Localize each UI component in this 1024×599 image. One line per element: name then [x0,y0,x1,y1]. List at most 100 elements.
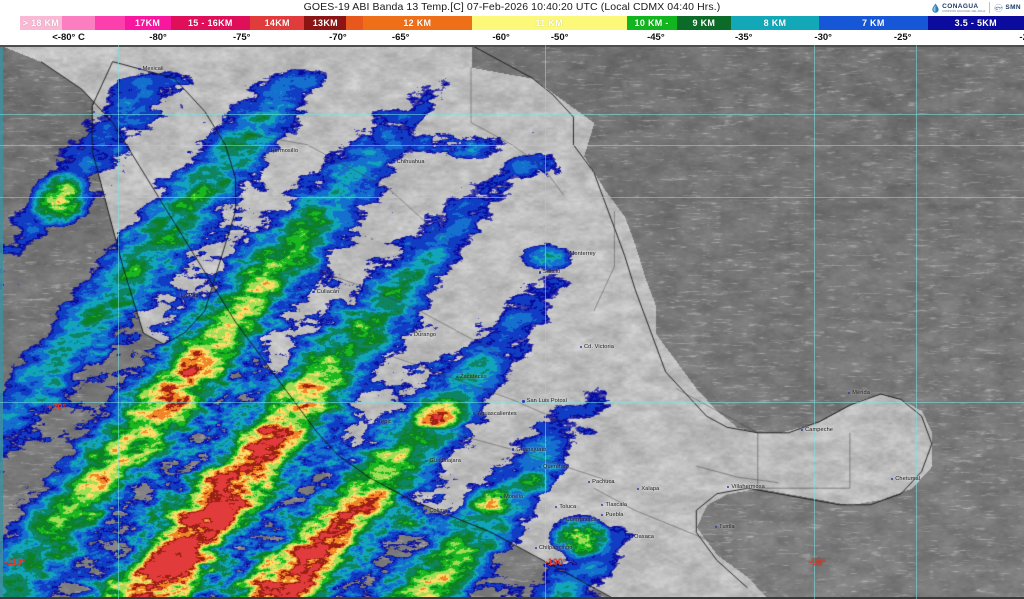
city-label-xalapa: Xalapa [636,485,660,492]
logo-divider [989,2,991,13]
city-label-monterrey: Monterrey [565,251,596,258]
city-label-chihuahua: Chihuahua [392,159,424,165]
city-label-durango: Durango [409,332,437,338]
scale-segment-14: 3.5 - 5KM [927,16,1024,30]
city-label-chetumal: Chetumal [890,476,921,482]
city-marker-icon [392,160,395,164]
smn-logo-text: SMN [1005,4,1021,11]
city-label-tlaxcala: Tlaxcala [601,502,627,508]
scale-tick-3: -70° [329,32,347,43]
gridline-vertical [117,45,119,599]
city-name: Chetumal [895,476,921,482]
city-marker-icon [534,547,537,550]
city-name: Saltillo [543,269,561,276]
city-label-saltillo: Saltillo [538,269,561,276]
conagua-logo-text: CONAGUA [942,2,979,10]
city-name: Tepic [378,418,392,425]
city-marker-icon [473,412,476,415]
city-name: Tuxtla [719,524,735,531]
gridline-vertical [814,45,816,599]
scale-tick-6: -50° [550,32,569,43]
city-label-zacatecas: Zacatecas [455,374,487,381]
city-name: Querétaro [543,463,570,470]
scale-tick-10: -25° [893,32,912,43]
scale-tick-1: -80° [149,32,167,43]
satellite-map[interactable]: +20° -110° -100° -90° Mexicali Hermosillo Chi… [0,45,1024,599]
city-marker-icon [714,526,718,529]
city-marker-icon [266,149,269,153]
scale-segment-11: 9 KM [676,16,732,30]
city-label-guadalajara: Guadalajara [424,457,461,464]
city-name: Mexicali [142,66,164,73]
city-marker-icon [565,252,568,256]
city-name: Zacatecas [460,374,487,381]
city-label-colima: Colima [424,507,448,514]
city-label-tepic: Tepic [373,418,392,425]
city-label-oaxaca: Oaxaca [629,533,655,540]
scale-segment-6: 13KM [304,16,347,30]
gridline-vertical [544,45,546,599]
scale-segment-3: 17KM [124,16,171,30]
scale-segment-10: 10 KM - [626,16,677,30]
lon-110-label: -110° [4,557,26,568]
scale-tick-0: <-80° C [52,32,85,43]
city-marker-icon [727,485,730,488]
city-marker-icon [601,513,604,517]
smn-logo: SMN [994,3,1021,13]
city-marker-icon [312,290,315,293]
city-label-chilpancingo: Chilpancingo [534,545,573,551]
city-label-mexicali: Mexicali [138,66,164,73]
city-name: Guadalajara [429,457,461,464]
city-label-la-paz: La Paz [176,293,198,299]
conagua-logo-subtext: COMISIÓN NACIONAL DEL AGUA [942,9,986,13]
scale-segment-8: 12 KM [362,16,472,30]
gridline-horizontal [0,114,1024,116]
scale-tick-8: -35° [734,32,753,43]
city-marker-icon [538,465,541,468]
city-label-villahermosa: Villahermosa [727,484,765,490]
city-label-guanajuato: Guanajuato [512,447,546,453]
city-name: Xalapa [641,485,660,492]
city-marker-icon [601,503,604,507]
lon-90-label: -90° [808,557,826,568]
temperature-color-scale: > 18 KM 17KM 15 - 16KM 14KM 13KM 12 KM 11 KM 10… [0,15,1024,45]
city-marker-icon [890,477,894,481]
color-scale-ticks: <-80° C -80° -75° -70° -65° -60° -50° -45° -35° -… [0,31,1024,44]
city-marker-icon [138,67,141,71]
city-label-pachuca: Pachuca [587,479,615,485]
city-name: Hermosillo [270,148,299,155]
city-marker-icon [538,271,541,274]
city-name: Chihuahua [396,159,425,166]
city-label-morelia: Morelia [499,493,524,500]
scale-tick-4: -65° [391,32,410,43]
scale-segment-2 [95,16,125,30]
city-name: Morelia [504,493,524,500]
gridline-horizontal [0,144,1024,146]
city-name: Mérida [852,390,870,397]
scale-tick-7: -45° [647,32,665,43]
gridline-horizontal [0,197,1024,199]
map-left-border [0,45,3,599]
city-name: Colima [429,507,448,514]
scale-segment-0: > 18 KM [20,16,62,30]
city-marker-icon [587,480,591,483]
scale-segment-12: 8 KM [731,16,819,30]
city-marker-icon [522,400,525,403]
city-name: Puebla [605,512,624,519]
conagua-logo: CONAGUA COMISIÓN NACIONAL DEL AGUA [931,3,985,13]
city-marker-icon [636,487,640,491]
page-title: GOES-19 ABI Banda 13 Temp.[C] 07-Feb-202… [303,1,721,13]
scale-segment-1 [61,16,96,30]
gridline-horizontal [0,402,1024,404]
scale-segment-7 [346,16,363,30]
city-name: Monterrey [569,251,596,258]
city-name: Culiacán [316,288,340,295]
city-name: Oaxaca [634,533,655,540]
header-bar: GOES-19 ABI Banda 13 Temp.[C] 07-Feb-202… [0,0,1024,15]
city-name: San Luis Potosí [526,398,568,405]
scale-segment-13: 7 KM [818,16,928,30]
city-label-san-luis-potosi: San Luis Potosí [522,398,567,404]
city-name: Tlaxcala [605,502,628,509]
city-name: Toluca [559,503,577,510]
